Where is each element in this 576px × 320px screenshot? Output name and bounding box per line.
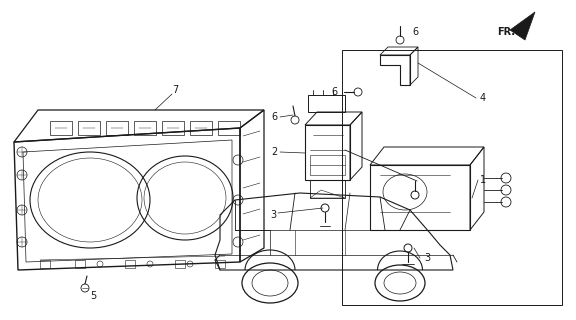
Bar [106, 121, 128, 135]
Bar [175, 260, 185, 268]
Text: 3: 3 [424, 253, 430, 263]
Text: 3: 3 [270, 210, 276, 220]
Bar [215, 260, 225, 268]
Text: 4: 4 [480, 93, 486, 103]
Bar [40, 260, 50, 268]
Text: 1: 1 [480, 175, 486, 185]
Text: 6: 6 [412, 27, 418, 37]
Text: 5: 5 [90, 291, 96, 301]
Text: 6: 6 [272, 112, 278, 122]
Bar [125, 260, 135, 268]
Bar [190, 121, 212, 135]
Bar [50, 121, 72, 135]
Text: FR.: FR. [497, 27, 515, 37]
Bar [75, 260, 85, 268]
Text: 7: 7 [172, 85, 178, 95]
Polygon shape [510, 12, 535, 40]
Bar [78, 121, 100, 135]
Text: 2: 2 [272, 147, 278, 157]
Bar [162, 121, 184, 135]
Bar [134, 121, 156, 135]
Bar [342, 50, 562, 305]
Bar [218, 121, 240, 135]
Text: 6: 6 [332, 87, 338, 97]
